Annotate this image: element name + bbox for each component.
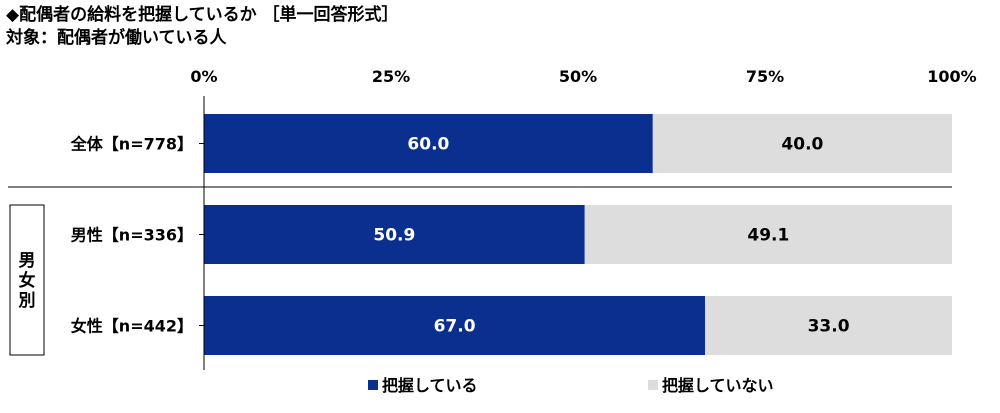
data-label: 60.0: [407, 135, 449, 155]
bar-segment: [204, 296, 706, 355]
bar-segment: [705, 296, 952, 355]
bar-segment: [204, 205, 585, 264]
data-label: 40.0: [781, 135, 823, 155]
legend-label: 把握している: [382, 376, 478, 395]
data-label: 49.1: [747, 226, 789, 246]
x-tick-label: 75%: [746, 67, 784, 86]
legend-swatch: [648, 380, 658, 390]
group-label-char: 女: [19, 270, 36, 291]
group-label-char: 別: [18, 291, 36, 311]
group-box: [9, 204, 45, 356]
x-tick-label: 25%: [372, 67, 410, 86]
x-tick-label: 100%: [927, 67, 976, 86]
category-label: 男性【n=336】: [71, 226, 193, 245]
bar-segment: [584, 205, 952, 264]
data-label: 67.0: [434, 317, 476, 337]
chart-title: ◆配偶者の給料を把握しているか ［単一回答形式］: [6, 5, 399, 25]
legend-label: 把握していない: [662, 376, 774, 395]
bar-segment: [204, 114, 653, 173]
group-label-char: 男: [19, 251, 36, 271]
data-label: 50.9: [373, 226, 415, 246]
x-tick-label: 0%: [190, 67, 217, 86]
legend-swatch: [368, 380, 378, 390]
data-label: 33.0: [808, 317, 850, 337]
category-label: 女性【n=442】: [71, 317, 193, 336]
category-label: 全体【n=778】: [70, 135, 193, 154]
x-tick-label: 50%: [559, 67, 597, 86]
chart-subtitle: 対象：配偶者が働いている人: [6, 28, 227, 48]
bar-segment: [652, 114, 952, 173]
